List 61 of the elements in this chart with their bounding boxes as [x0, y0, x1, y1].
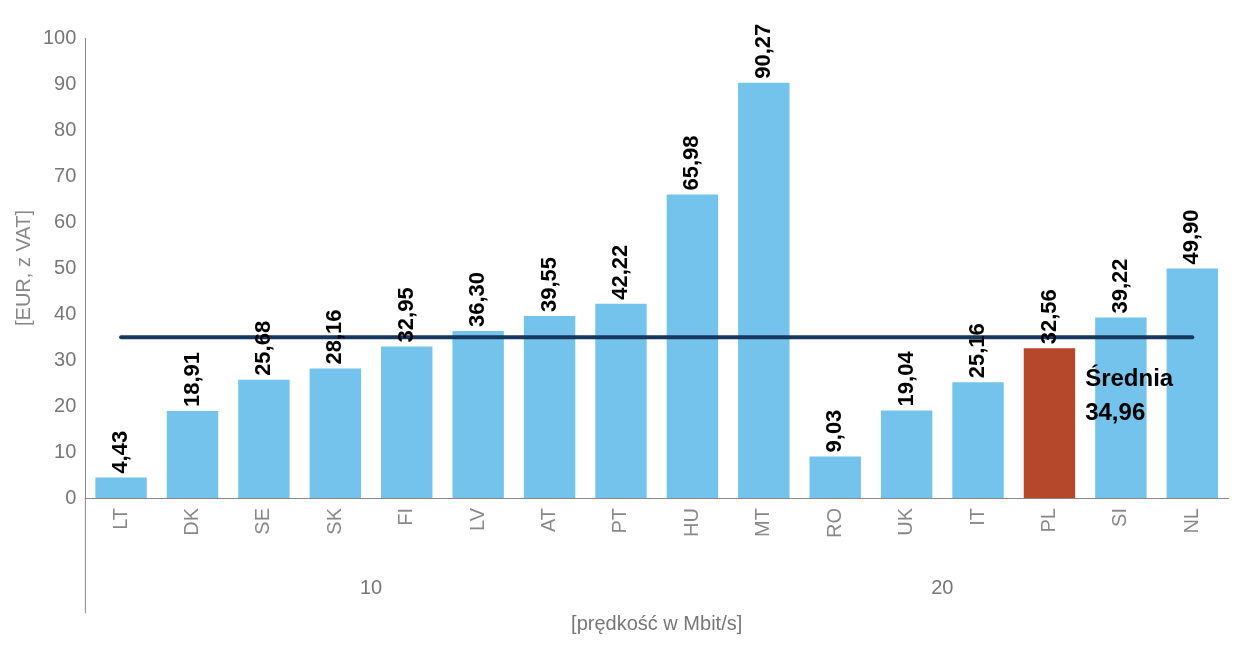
bar [880, 410, 933, 498]
bar [809, 456, 861, 498]
data-label: 39,22 [1106, 258, 1132, 314]
bar [595, 303, 647, 498]
x-tick-label: FI [394, 508, 417, 526]
bar [952, 382, 1004, 498]
x-tick-label: PT [608, 508, 631, 534]
x-axis-title: [prędkość w Mbit/s] [571, 611, 743, 634]
y-tick-label: 10 [54, 439, 77, 462]
y-tick-label: 60 [54, 209, 77, 232]
data-label: 4,43 [107, 430, 133, 474]
y-tick-label: 80 [54, 117, 77, 140]
x-tick-label: MT [751, 508, 774, 537]
x-tick-label: PL [1036, 508, 1059, 533]
bar [452, 331, 504, 498]
data-label: 25,68 [249, 320, 275, 376]
y-tick-label: 100 [42, 25, 77, 48]
y-tick-label: 50 [54, 255, 77, 278]
x-tick-label: NL [1179, 508, 1202, 534]
bar [166, 411, 219, 498]
bar [238, 379, 290, 498]
data-label: 25,16 [964, 323, 990, 379]
bar [309, 368, 362, 498]
x-tick-label: SI [1108, 508, 1131, 527]
data-label: 65,98 [678, 135, 704, 191]
y-tick-label: 40 [54, 301, 77, 324]
data-label: 32,95 [392, 287, 418, 343]
x-tick-label: AT [537, 508, 560, 533]
text: 10 [359, 575, 383, 598]
data-label: 42,22 [607, 244, 633, 300]
x-tick-label: SK [322, 507, 345, 535]
x-tick-label: HU [679, 508, 702, 537]
bar [738, 82, 790, 498]
data-label: 32,56 [1035, 289, 1061, 345]
bar [523, 316, 576, 498]
data-label: 18,91 [178, 351, 204, 408]
x-tick-label: UK [894, 507, 917, 536]
y-tick-label: 20 [54, 393, 77, 416]
bar [95, 477, 147, 498]
data-label: 36,30 [464, 271, 490, 328]
bar [381, 346, 433, 498]
y-axis-title: [EUR, z VAT] [11, 210, 34, 326]
data-label: 49,90 [1178, 209, 1204, 265]
x-tick-label: IT [965, 508, 988, 526]
bar [1023, 348, 1076, 498]
y-tick-label: 0 [65, 485, 77, 508]
data-label: 90,27 [749, 23, 775, 79]
data-label: 19,04 [892, 350, 918, 407]
x-tick-label: DK [180, 507, 203, 536]
data-label: 28,16 [321, 309, 347, 365]
bar [666, 194, 719, 498]
y-tick-label: 30 [54, 347, 77, 370]
x-tick-label: LT [108, 508, 131, 530]
x-tick-label: LV [465, 507, 488, 531]
y-tick-label: 70 [54, 163, 77, 186]
y-tick-label: 90 [54, 71, 77, 94]
data-label: 39,55 [535, 257, 561, 313]
x-tick-label: RO [822, 508, 845, 538]
data-label: 9,03 [821, 409, 847, 453]
text: 20 [931, 575, 954, 598]
x-tick-label: SE [251, 508, 274, 535]
